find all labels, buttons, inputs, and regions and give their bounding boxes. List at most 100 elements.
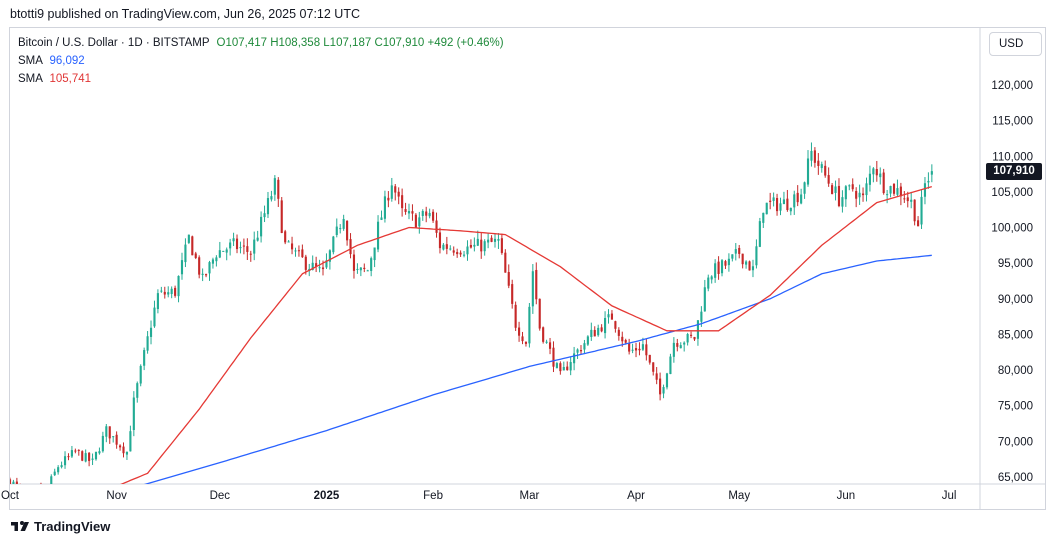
candle-body xyxy=(607,314,610,318)
sma-slow-row: SMA 96,092 xyxy=(18,52,504,70)
candle-body xyxy=(782,199,786,205)
candle-body xyxy=(662,387,665,394)
candle-body xyxy=(184,244,187,263)
candle-body xyxy=(483,241,486,252)
candle-body xyxy=(889,186,892,194)
currency-button[interactable]: USD xyxy=(989,32,1042,56)
candle-body xyxy=(370,258,373,271)
candle-body xyxy=(115,434,118,445)
candle-body xyxy=(19,486,21,488)
candle-body xyxy=(67,456,70,458)
candle-body xyxy=(738,247,741,254)
candle-body xyxy=(469,244,472,248)
candle-body xyxy=(703,287,706,312)
candle-body xyxy=(263,213,266,218)
candle-body xyxy=(401,195,404,209)
candle-body xyxy=(342,218,345,229)
candle-body xyxy=(88,452,91,461)
candle-body xyxy=(421,210,424,217)
candle-body xyxy=(490,237,493,242)
candle-body xyxy=(851,184,854,190)
candle-body xyxy=(352,254,356,271)
candle-body xyxy=(834,186,837,193)
candle-body xyxy=(321,267,325,270)
candle-body xyxy=(260,216,263,237)
candle-body xyxy=(741,253,744,265)
candle-body xyxy=(531,271,534,307)
candle-body xyxy=(139,365,142,384)
candle-body xyxy=(762,212,765,223)
candle-body xyxy=(745,261,748,265)
candle-body xyxy=(180,260,184,275)
candle-body xyxy=(679,345,682,349)
candle-body xyxy=(57,467,60,473)
candle-body xyxy=(339,228,342,230)
candle-body xyxy=(122,446,125,454)
candle-body xyxy=(105,426,108,437)
candle-body xyxy=(906,197,909,202)
candle-body xyxy=(170,288,173,295)
candle-body xyxy=(290,243,294,250)
candle-body xyxy=(896,188,899,195)
candle-body xyxy=(524,341,528,344)
candle-body xyxy=(235,238,239,250)
candle-body xyxy=(855,191,858,199)
candle-body xyxy=(366,270,369,272)
candle-body xyxy=(273,178,276,195)
candle-body xyxy=(204,274,208,276)
x-tick-label: May xyxy=(728,490,750,502)
ohlc-values: O107,417 H108,358 L107,187 C107,910 +492… xyxy=(216,37,504,49)
chart-frame xyxy=(9,27,1046,510)
candle-body xyxy=(442,244,445,250)
candle-body xyxy=(903,198,906,200)
candle-body xyxy=(865,183,868,196)
y-tick-label: 100,000 xyxy=(991,223,1033,235)
candle-body xyxy=(153,307,156,327)
candle-body xyxy=(438,232,442,249)
candle-body xyxy=(806,158,810,185)
candle-body xyxy=(132,397,135,431)
candle-body xyxy=(287,241,290,243)
candle-body xyxy=(15,481,18,484)
candle-body xyxy=(689,334,693,336)
candle-body xyxy=(638,348,641,351)
candle-body xyxy=(12,481,15,484)
candle-body xyxy=(803,182,806,194)
candle-body xyxy=(376,221,380,250)
candle-body xyxy=(318,267,321,269)
candle-body xyxy=(328,250,331,262)
candle-body xyxy=(579,350,583,352)
candle-body xyxy=(827,175,830,184)
candle-body xyxy=(411,211,414,214)
candle-body xyxy=(294,250,297,252)
candle-body xyxy=(552,347,555,367)
candle-body xyxy=(727,258,730,266)
footer-brand[interactable]: TradingView xyxy=(10,519,110,534)
sma-slow-value: 96,092 xyxy=(49,55,85,67)
candle-body xyxy=(518,327,521,336)
candle-body xyxy=(256,237,259,241)
candle-body xyxy=(311,262,314,271)
candle-body xyxy=(504,252,507,273)
candle-body xyxy=(280,200,283,233)
candle-body xyxy=(769,200,772,203)
candle-body xyxy=(841,197,844,207)
last-price-tag: 107,910 xyxy=(986,162,1042,180)
candle-body xyxy=(693,336,696,340)
candle-body xyxy=(363,267,366,269)
candle-body xyxy=(548,342,552,349)
candle-body xyxy=(349,239,352,255)
candle-body xyxy=(628,343,631,352)
sma-fast-label: SMA xyxy=(18,73,43,85)
candle-body xyxy=(129,431,132,452)
candle-body xyxy=(917,220,920,227)
candle-body xyxy=(600,327,603,332)
candle-body xyxy=(459,252,462,255)
candle-body xyxy=(528,306,531,344)
candle-body xyxy=(538,298,541,329)
candle-body xyxy=(473,244,476,247)
candle-body xyxy=(796,192,799,203)
candle-body xyxy=(648,354,651,363)
candle-body xyxy=(445,244,448,249)
